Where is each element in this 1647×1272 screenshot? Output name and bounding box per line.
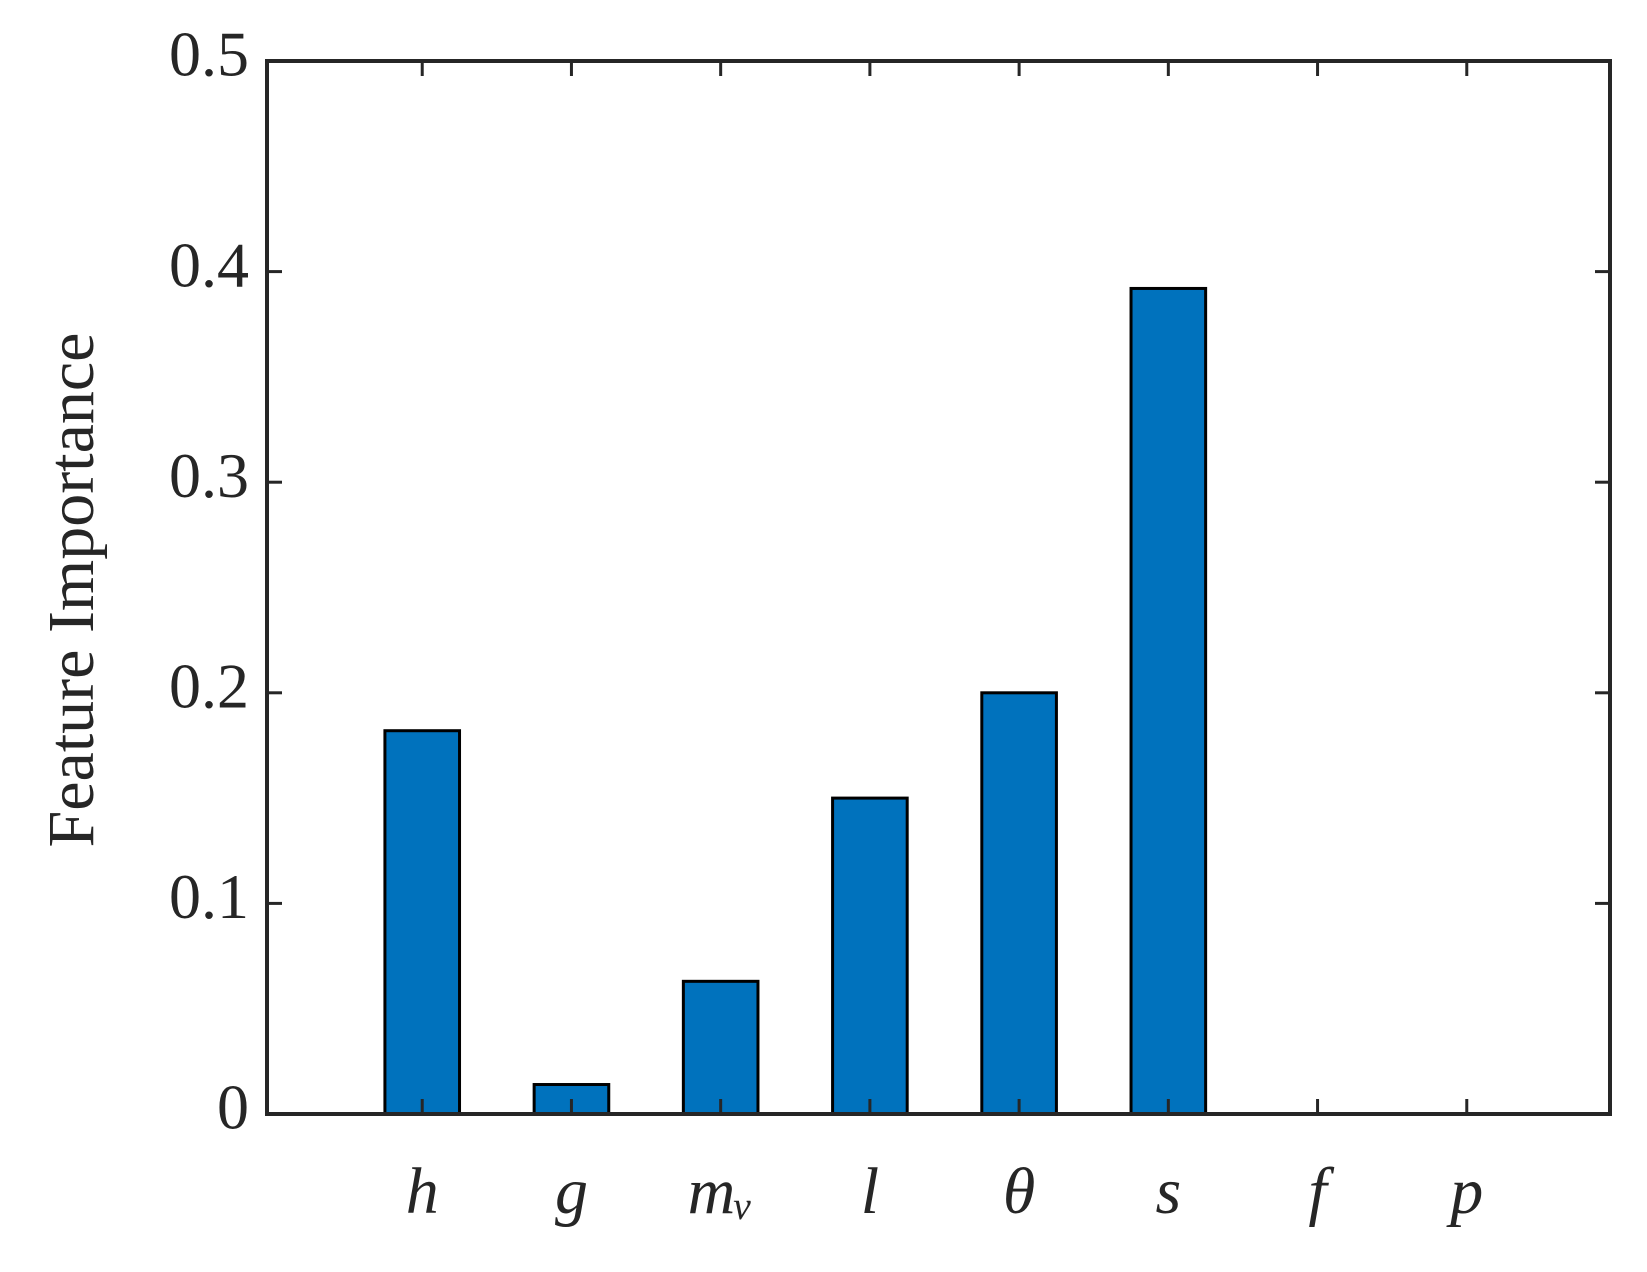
- x-tick-label: g: [555, 1155, 588, 1228]
- x-tick-label: θ: [1003, 1155, 1035, 1228]
- y-tick-label: 0.2: [169, 650, 249, 721]
- bar: [681, 979, 760, 1116]
- y-tick-label: 0: [217, 1072, 249, 1143]
- y-tick-label: 0.3: [169, 440, 249, 511]
- x-tick-label: p: [1446, 1155, 1483, 1228]
- y-tick-label: 0.4: [169, 229, 249, 300]
- bar: [1129, 286, 1208, 1116]
- bar: [831, 796, 909, 1116]
- y-tick-label: 0.5: [169, 19, 249, 90]
- y-axis-label: Feature Importance: [35, 333, 108, 848]
- axes-box: [265, 59, 1612, 1116]
- bar: [383, 729, 462, 1116]
- x-tick-label: s: [1155, 1155, 1181, 1228]
- x-tick-label: h: [406, 1155, 439, 1228]
- bar: [980, 691, 1058, 1116]
- x-tick-label: l: [861, 1155, 879, 1228]
- x-tick-label: mᵥ: [688, 1155, 754, 1228]
- y-tick-label: 0.1: [169, 861, 249, 932]
